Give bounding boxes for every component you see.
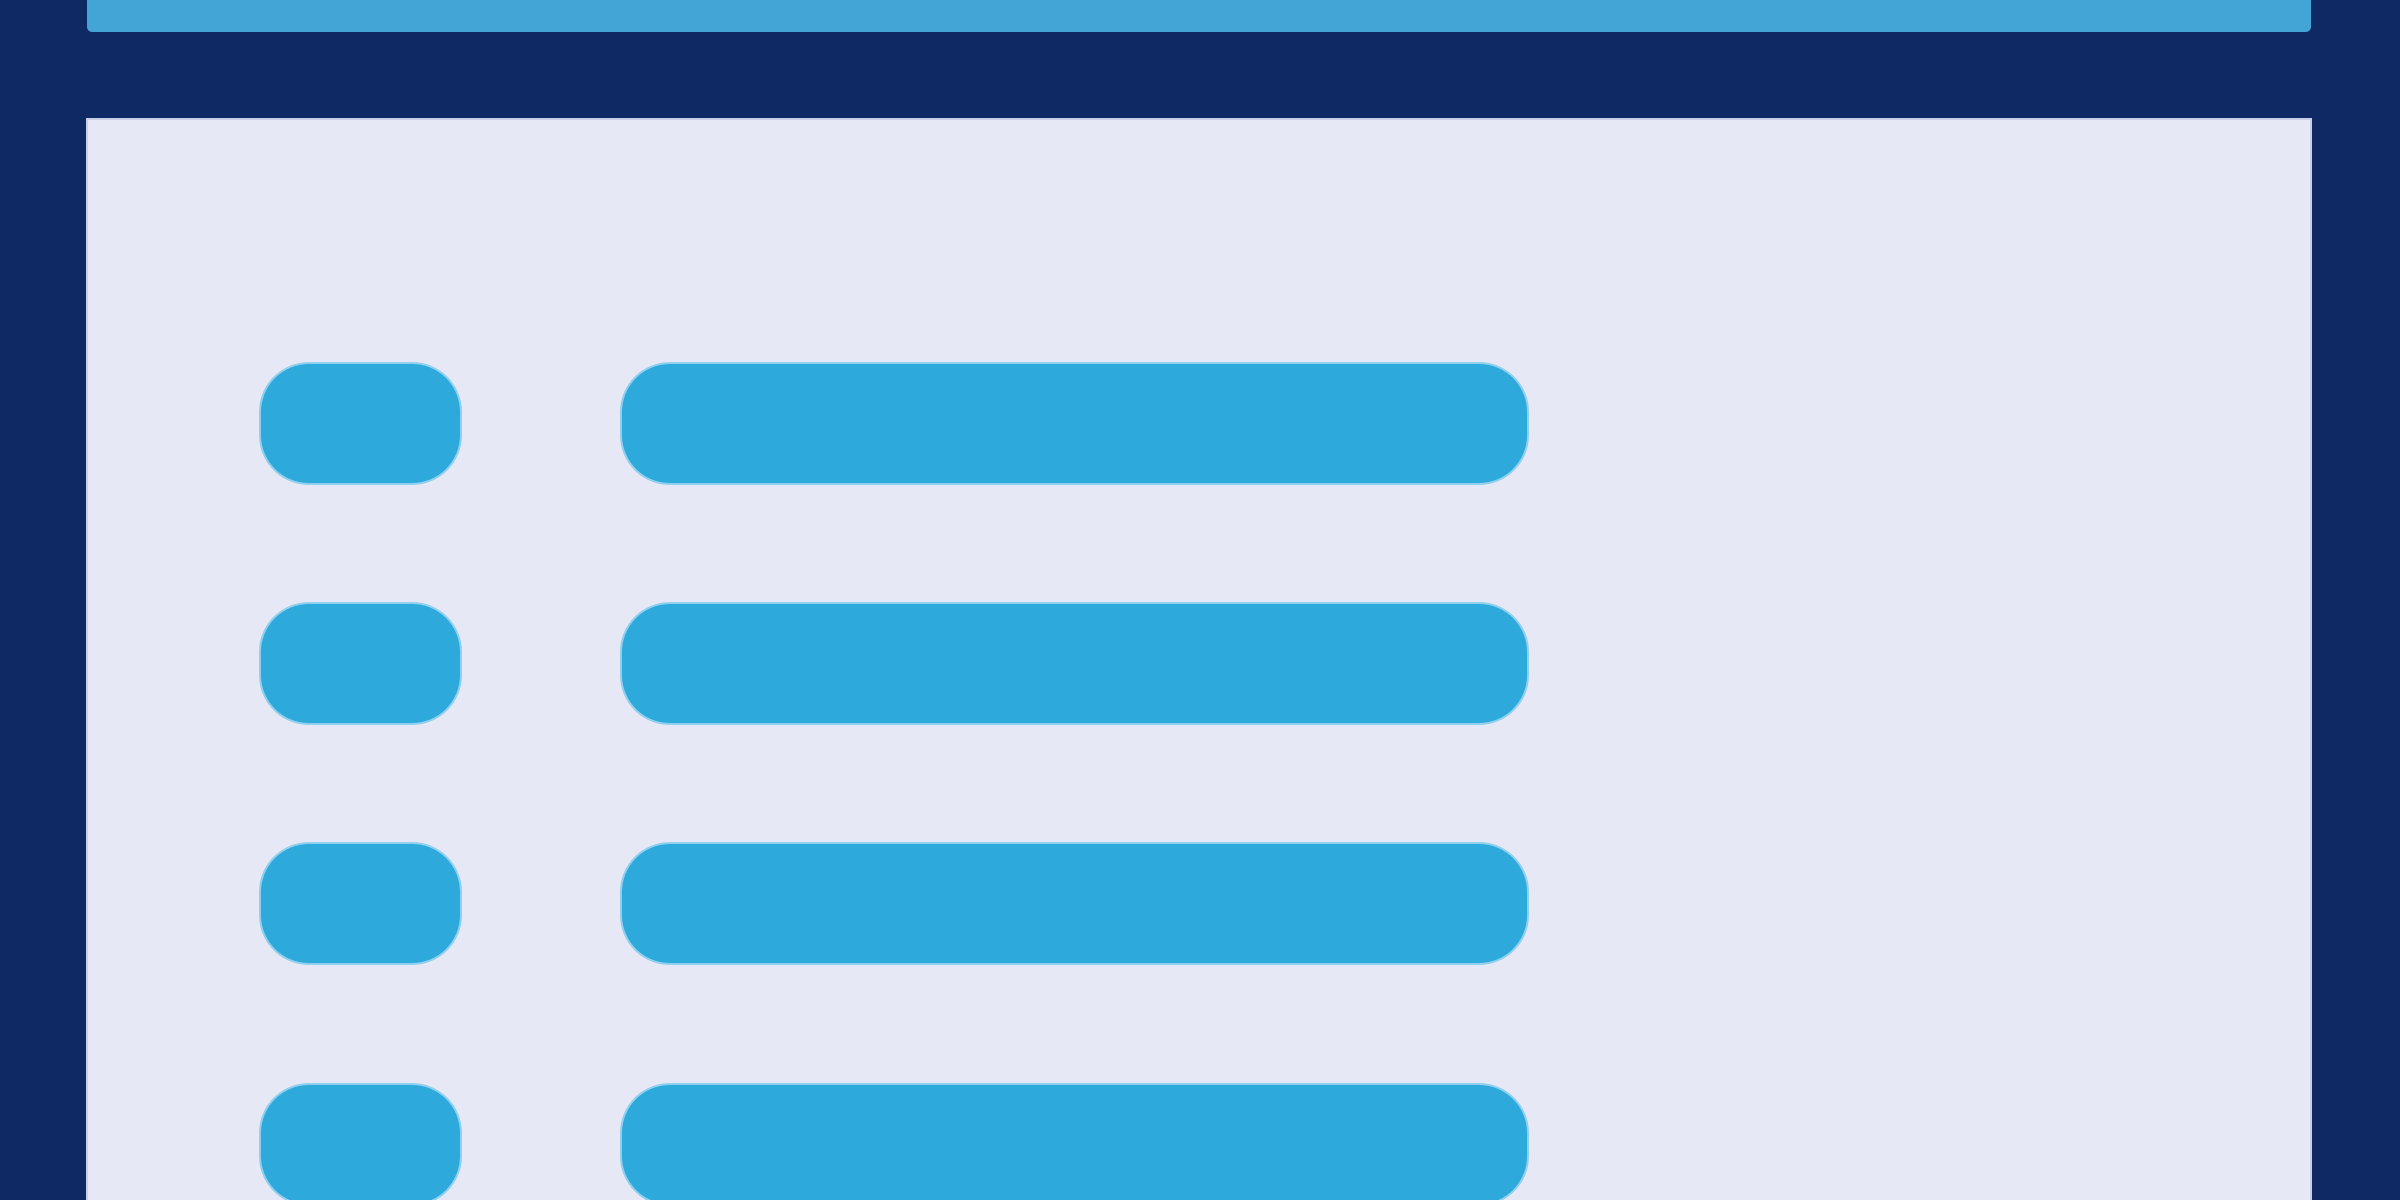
- list: [259, 362, 1529, 1200]
- list-line: [620, 842, 1529, 965]
- list-bullet: [259, 1083, 462, 1200]
- list-line: [620, 362, 1529, 485]
- list-line: [620, 1083, 1529, 1200]
- list-bullet: [259, 842, 462, 965]
- list-bullet: [259, 602, 462, 725]
- list-line: [620, 602, 1529, 725]
- top-bar: [87, 0, 2311, 32]
- list-bullet: [259, 362, 462, 485]
